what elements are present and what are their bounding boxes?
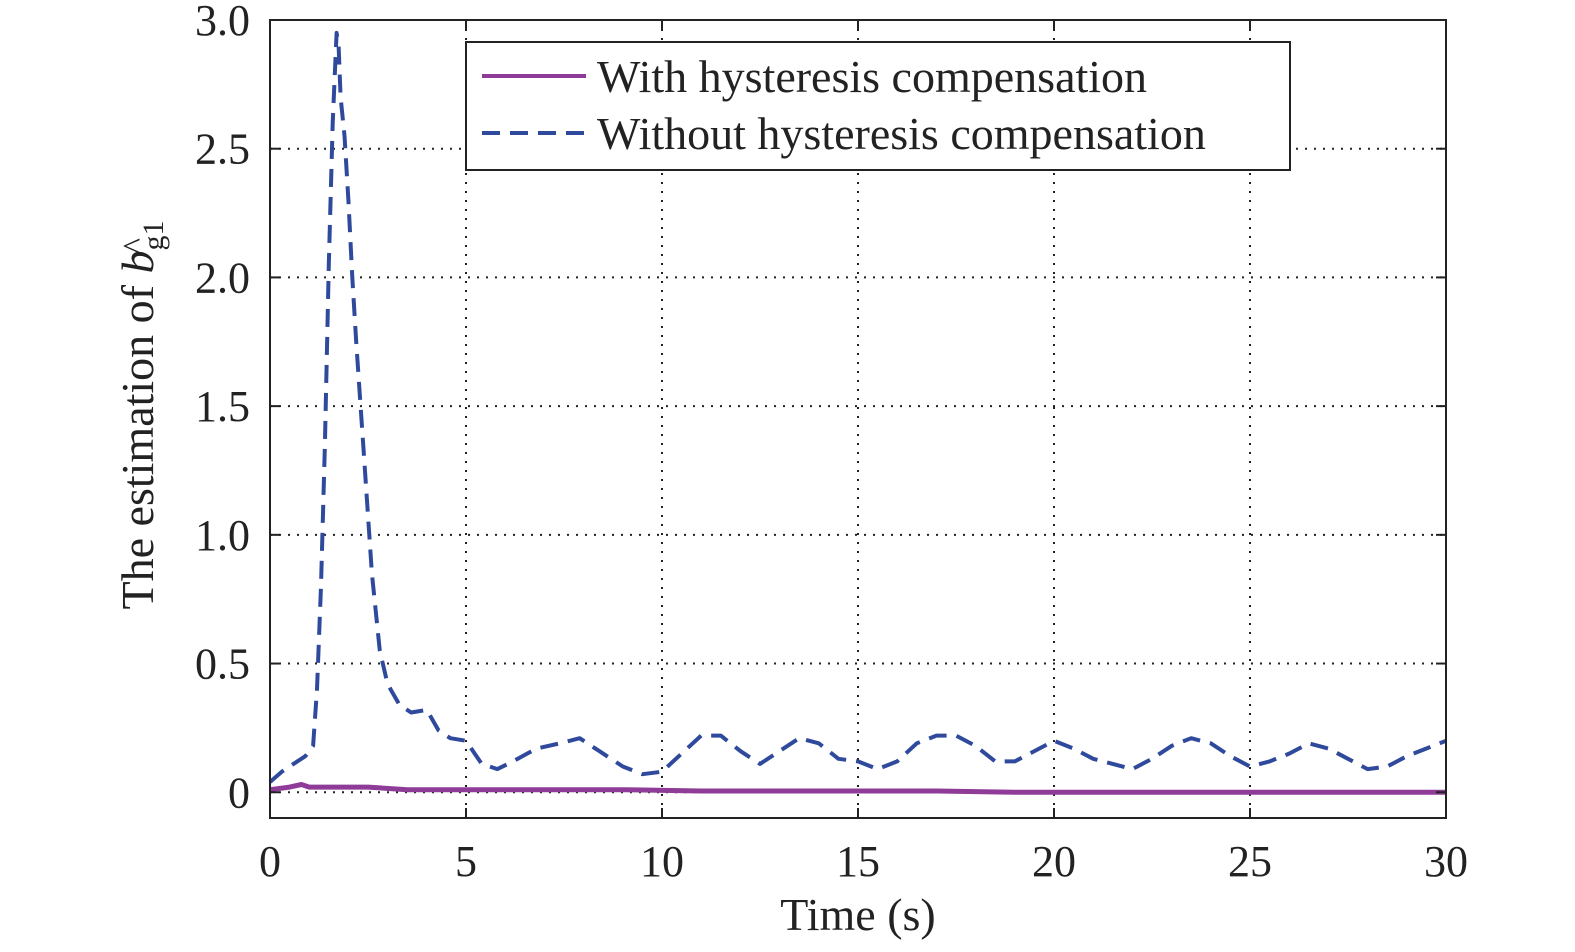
axes: [269, 19, 1447, 819]
x-tick-label: 10: [640, 837, 684, 886]
x-tick-label: 15: [836, 837, 880, 886]
y-axis-label: The estimation of bg1: [112, 221, 170, 610]
y-axis-label-symbol: b: [112, 251, 163, 274]
y-axis-label-text: The estimation of: [112, 274, 163, 610]
y-tick-label: 1.5: [195, 382, 250, 431]
y-tick-label: 0: [228, 768, 250, 817]
legend-box: [465, 41, 1291, 171]
series-line-with-compensation: [269, 782, 1446, 795]
series-line-without-compensation: [268, 30, 1447, 784]
x-axis-label: Time (s): [780, 889, 936, 940]
legend-label-with-compensation: With hysteresis compensation: [597, 51, 1147, 102]
y-tick-label: 3.0: [195, 0, 250, 45]
series-layer: [268, 30, 1447, 795]
y-axis-label-hat: ^: [117, 238, 154, 254]
legend-label-without-compensation: Without hysteresis compensation: [597, 108, 1206, 159]
x-tick-label: 0: [259, 837, 281, 886]
legend: With hysteresis compensation Without hys…: [465, 41, 1291, 171]
x-tick-label: 25: [1228, 837, 1272, 886]
y-tick-label: 2.0: [195, 253, 250, 302]
y-axis-label-subscript: g1: [137, 221, 170, 251]
x-tick-label: 30: [1424, 837, 1468, 886]
x-tick-label: 5: [455, 837, 477, 886]
y-tick-label: 0.5: [195, 640, 250, 689]
tick-labels: 0 5 10 15 20 25 30 0 0.5 1.0 1.5 2.0 2.5 3.0: [195, 0, 1468, 886]
y-tick-label: 1.0: [195, 511, 250, 560]
y-tick-label: 2.5: [195, 125, 250, 174]
x-tick-label: 20: [1032, 837, 1076, 886]
